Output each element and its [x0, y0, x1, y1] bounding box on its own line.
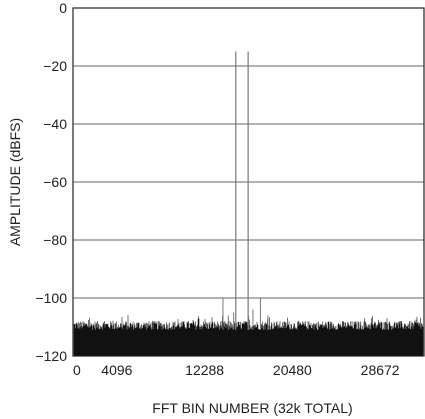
- spur-lines: [222, 298, 269, 330]
- noise-floor-fill: [74, 338, 423, 356]
- y-tick-label: −40: [43, 116, 67, 132]
- signal-peaks: [235, 51, 249, 330]
- x-tick-label: 0: [73, 362, 81, 378]
- x-tick-label: 12288: [185, 362, 224, 378]
- y-tick-labels: 0 −20 −40 −60 −80 −100 −120: [35, 0, 67, 364]
- y-tick-label: −120: [35, 348, 67, 364]
- y-tick-label: 0: [59, 0, 67, 16]
- x-tick-label: 4096: [101, 362, 132, 378]
- y-axis-title: AMPLITUDE (dBFS): [7, 118, 23, 246]
- x-tick-label: 20480: [273, 362, 312, 378]
- x-axis-title: FFT BIN NUMBER (32k TOTAL): [152, 400, 352, 416]
- y-tick-label: −20: [43, 58, 67, 74]
- y-tick-label: −100: [35, 290, 67, 306]
- y-tick-label: −80: [43, 232, 67, 248]
- y-tick-label: −60: [43, 174, 67, 190]
- x-tick-labels: 0 4096 12288 20480 28672: [73, 362, 400, 378]
- plot-frame: [72, 7, 425, 357]
- x-tick-label: 28672: [361, 362, 400, 378]
- noise-floor-trace: [73, 315, 424, 356]
